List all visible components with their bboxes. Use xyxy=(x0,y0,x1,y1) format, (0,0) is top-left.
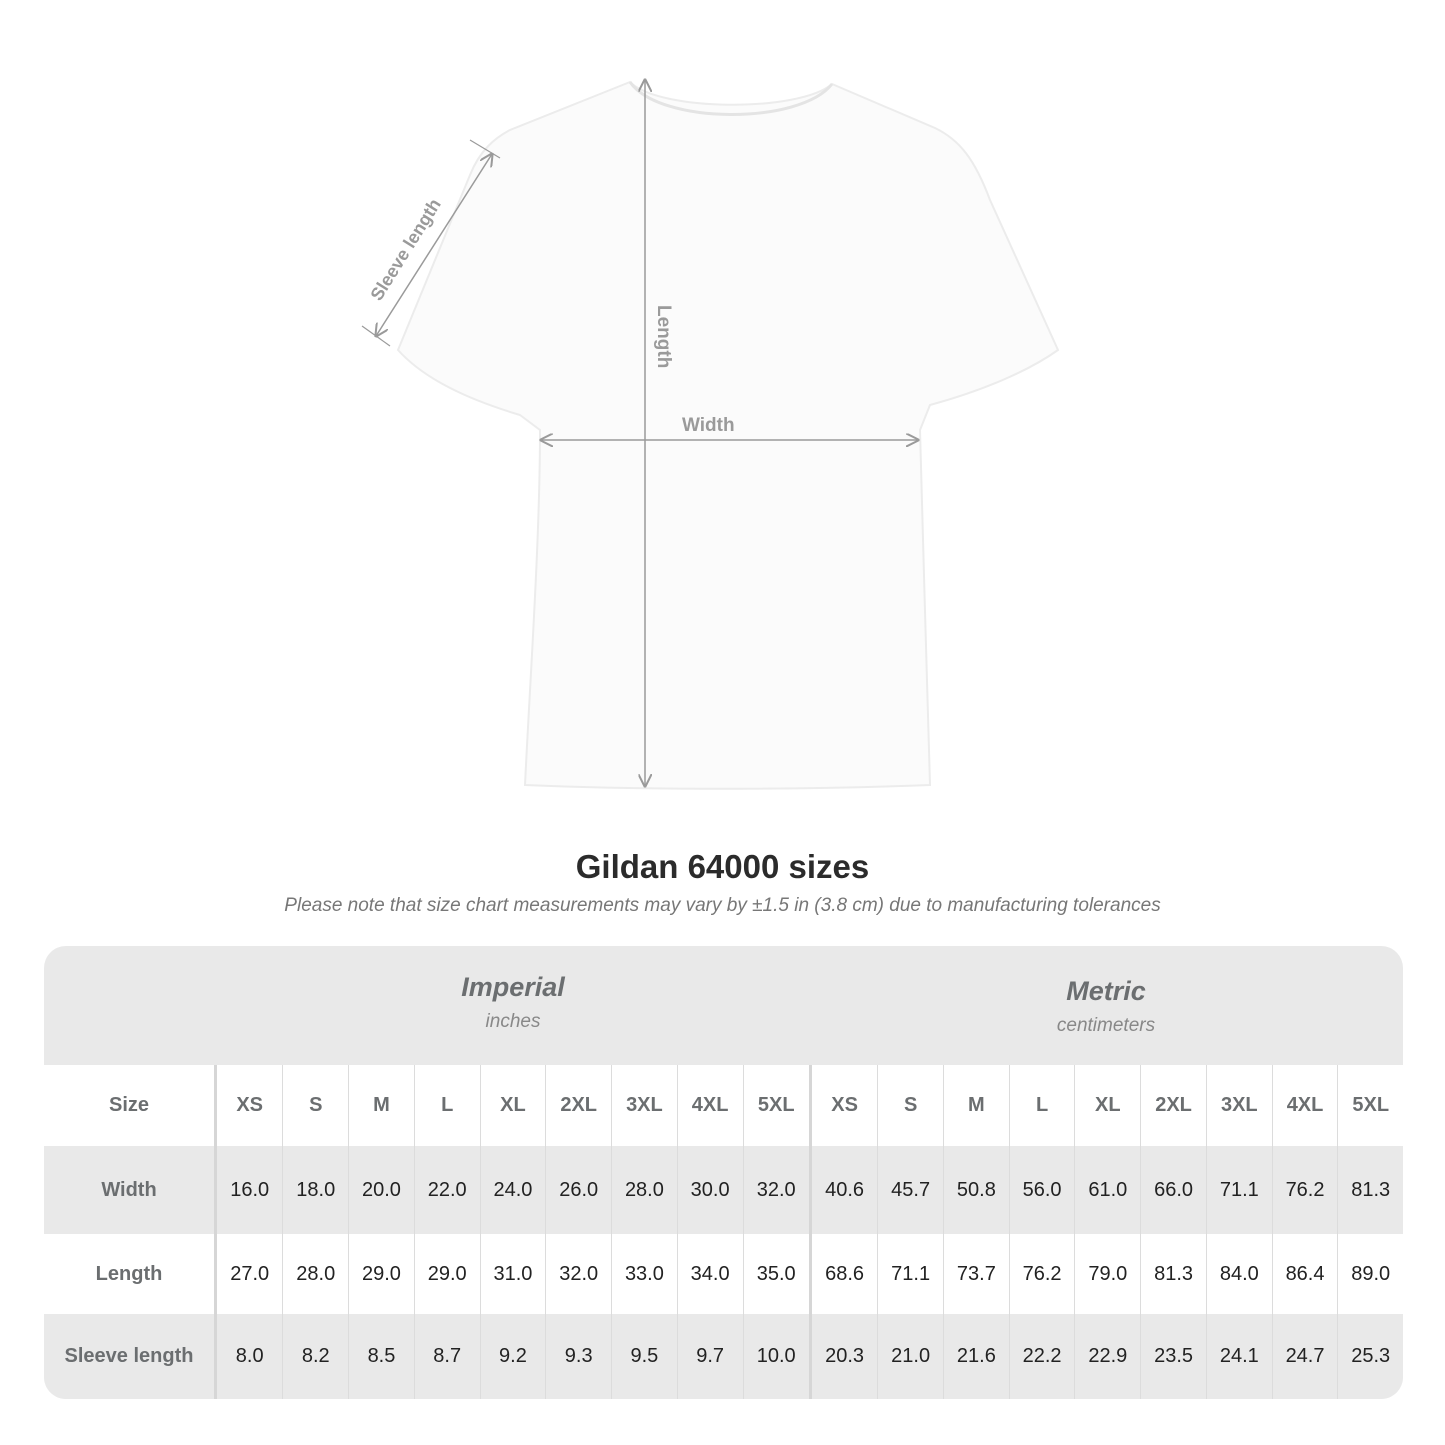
row-label: Length xyxy=(44,1234,217,1314)
imperial-size-header: L xyxy=(413,1065,481,1146)
metric-value-cell: 61.0 xyxy=(1074,1146,1141,1234)
metric-value-cell: 24.1 xyxy=(1205,1314,1273,1399)
size-label: Size xyxy=(44,1065,217,1146)
tolerance-note: Please note that size chart measurements… xyxy=(284,895,1161,916)
imperial-value-cell: 8.0 xyxy=(214,1314,283,1399)
imperial-value-cell: 35.0 xyxy=(742,1234,811,1314)
imperial-value-cell: 18.0 xyxy=(282,1146,349,1234)
imperial-value-cell: 9.7 xyxy=(676,1314,744,1399)
table-row: Width 16.0 18.0 20.0 22.0 24.0 26.0 28.0 30.0 32.… xyxy=(44,1146,1403,1234)
imperial-value-cell: 9.3 xyxy=(545,1314,612,1399)
imperial-value-cell: 26.0 xyxy=(545,1146,612,1234)
metric-value-cell: 50.8 xyxy=(943,1146,1010,1234)
metric-size-header: L xyxy=(1008,1065,1075,1146)
metric-size-header: S xyxy=(877,1065,944,1146)
metric-value-cell: 40.6 xyxy=(808,1146,878,1234)
size-header-row: Size XS S M L XL 2XL 3XL 4XL 5XL XS S M L XL 2XL 3XL 4XL 5… xyxy=(44,1065,1403,1146)
imperial-value-cell: 10.0 xyxy=(742,1314,811,1399)
metric-value-cell: 89.0 xyxy=(1337,1234,1403,1314)
imperial-size-header: 3XL xyxy=(611,1065,678,1146)
metric-size-header: XS xyxy=(808,1065,878,1146)
imperial-value-cell: 8.7 xyxy=(413,1314,481,1399)
sleeve-arrow xyxy=(376,154,492,336)
metric-value-cell: 23.5 xyxy=(1140,1314,1207,1399)
imperial-value-cell: 24.0 xyxy=(479,1146,546,1234)
size-grid: Size XS S M L XL 2XL 3XL 4XL 5XL XS S M L XL 2XL 3XL 4XL 5… xyxy=(44,1065,1403,1399)
imperial-value-cell: 22.0 xyxy=(413,1146,481,1234)
metric-value-cell: 21.6 xyxy=(943,1314,1010,1399)
imperial-value-cell: 28.0 xyxy=(282,1234,349,1314)
imperial-size-header: XL xyxy=(479,1065,546,1146)
metric-value-cell: 20.3 xyxy=(808,1314,878,1399)
imperial-value-cell: 20.0 xyxy=(348,1146,415,1234)
imperial-value-cell: 32.0 xyxy=(545,1234,612,1314)
metric-value-cell: 22.2 xyxy=(1008,1314,1075,1399)
table-row: Sleeve length 8.0 8.2 8.5 8.7 9.2 9.3 9.5 9.7 10.… xyxy=(44,1314,1403,1399)
imperial-title: Imperial xyxy=(461,972,565,1002)
metric-value-cell: 25.3 xyxy=(1337,1314,1403,1399)
metric-unit: centimeters xyxy=(1056,1015,1156,1036)
metric-value-cell: 22.9 xyxy=(1074,1314,1141,1399)
metric-value-cell: 79.0 xyxy=(1074,1234,1141,1314)
page-title: Gildan 64000 sizes xyxy=(575,848,870,885)
imperial-value-cell: 9.2 xyxy=(479,1314,546,1399)
metric-size-header: 3XL xyxy=(1205,1065,1273,1146)
metric-value-cell: 73.7 xyxy=(943,1234,1010,1314)
imperial-value-cell: 29.0 xyxy=(348,1234,415,1314)
tshirt-diagram: Sleeve length Length Width xyxy=(361,0,1060,790)
imperial-value-cell: 29.0 xyxy=(413,1234,481,1314)
imperial-value-cell: 8.2 xyxy=(282,1314,349,1399)
metric-value-cell: 71.1 xyxy=(877,1234,944,1314)
imperial-unit: inches xyxy=(485,1011,541,1032)
imperial-size-header: 2XL xyxy=(545,1065,612,1146)
row-label: Width xyxy=(44,1146,217,1234)
imperial-value-cell: 16.0 xyxy=(214,1146,283,1234)
metric-value-cell: 81.3 xyxy=(1140,1234,1207,1314)
metric-value-cell: 76.2 xyxy=(1008,1234,1075,1314)
metric-value-cell: 66.0 xyxy=(1140,1146,1207,1234)
metric-value-cell: 71.1 xyxy=(1205,1146,1273,1234)
metric-size-header: M xyxy=(943,1065,1010,1146)
imperial-value-cell: 28.0 xyxy=(611,1146,678,1234)
metric-size-header: 2XL xyxy=(1140,1065,1207,1146)
row-label: Sleeve length xyxy=(44,1314,217,1399)
metric-value-cell: 21.0 xyxy=(877,1314,944,1399)
imperial-value-cell: 33.0 xyxy=(611,1234,678,1314)
metric-value-cell: 81.3 xyxy=(1337,1146,1403,1234)
metric-value-cell: 24.7 xyxy=(1271,1314,1338,1399)
metric-value-cell: 86.4 xyxy=(1271,1234,1338,1314)
imperial-size-header: S xyxy=(282,1065,349,1146)
metric-value-cell: 76.2 xyxy=(1271,1146,1338,1234)
table-row: Length 27.0 28.0 29.0 29.0 31.0 32.0 33.0 34.0 35… xyxy=(44,1234,1403,1314)
imperial-value-cell: 31.0 xyxy=(479,1234,546,1314)
metric-size-header: XL xyxy=(1074,1065,1141,1146)
metric-value-cell: 56.0 xyxy=(1008,1146,1075,1234)
imperial-value-cell: 34.0 xyxy=(676,1234,744,1314)
size-table: Imperial inches Metric centimeters Size X… xyxy=(44,946,1403,1399)
imperial-value-cell: 9.5 xyxy=(611,1314,678,1399)
metric-value-cell: 84.0 xyxy=(1205,1234,1273,1314)
width-label: Width xyxy=(682,415,735,436)
imperial-size-header: M xyxy=(348,1065,415,1146)
imperial-value-cell: 8.5 xyxy=(348,1314,415,1399)
metric-title: Metric xyxy=(1066,976,1146,1006)
metric-size-header: 5XL xyxy=(1337,1065,1403,1146)
imperial-size-header: 4XL xyxy=(676,1065,744,1146)
metric-value-cell: 45.7 xyxy=(877,1146,944,1234)
imperial-size-header: 5XL xyxy=(742,1065,811,1146)
imperial-header: Imperial inches xyxy=(216,946,810,1063)
metric-size-header: 4XL xyxy=(1271,1065,1338,1146)
metric-value-cell: 68.6 xyxy=(808,1234,878,1314)
imperial-size-header: XS xyxy=(214,1065,283,1146)
imperial-value-cell: 27.0 xyxy=(214,1234,283,1314)
imperial-value-cell: 32.0 xyxy=(742,1146,811,1234)
imperial-value-cell: 30.0 xyxy=(676,1146,744,1234)
length-label: Length xyxy=(653,305,674,368)
metric-header: Metric centimeters xyxy=(809,946,1403,1063)
